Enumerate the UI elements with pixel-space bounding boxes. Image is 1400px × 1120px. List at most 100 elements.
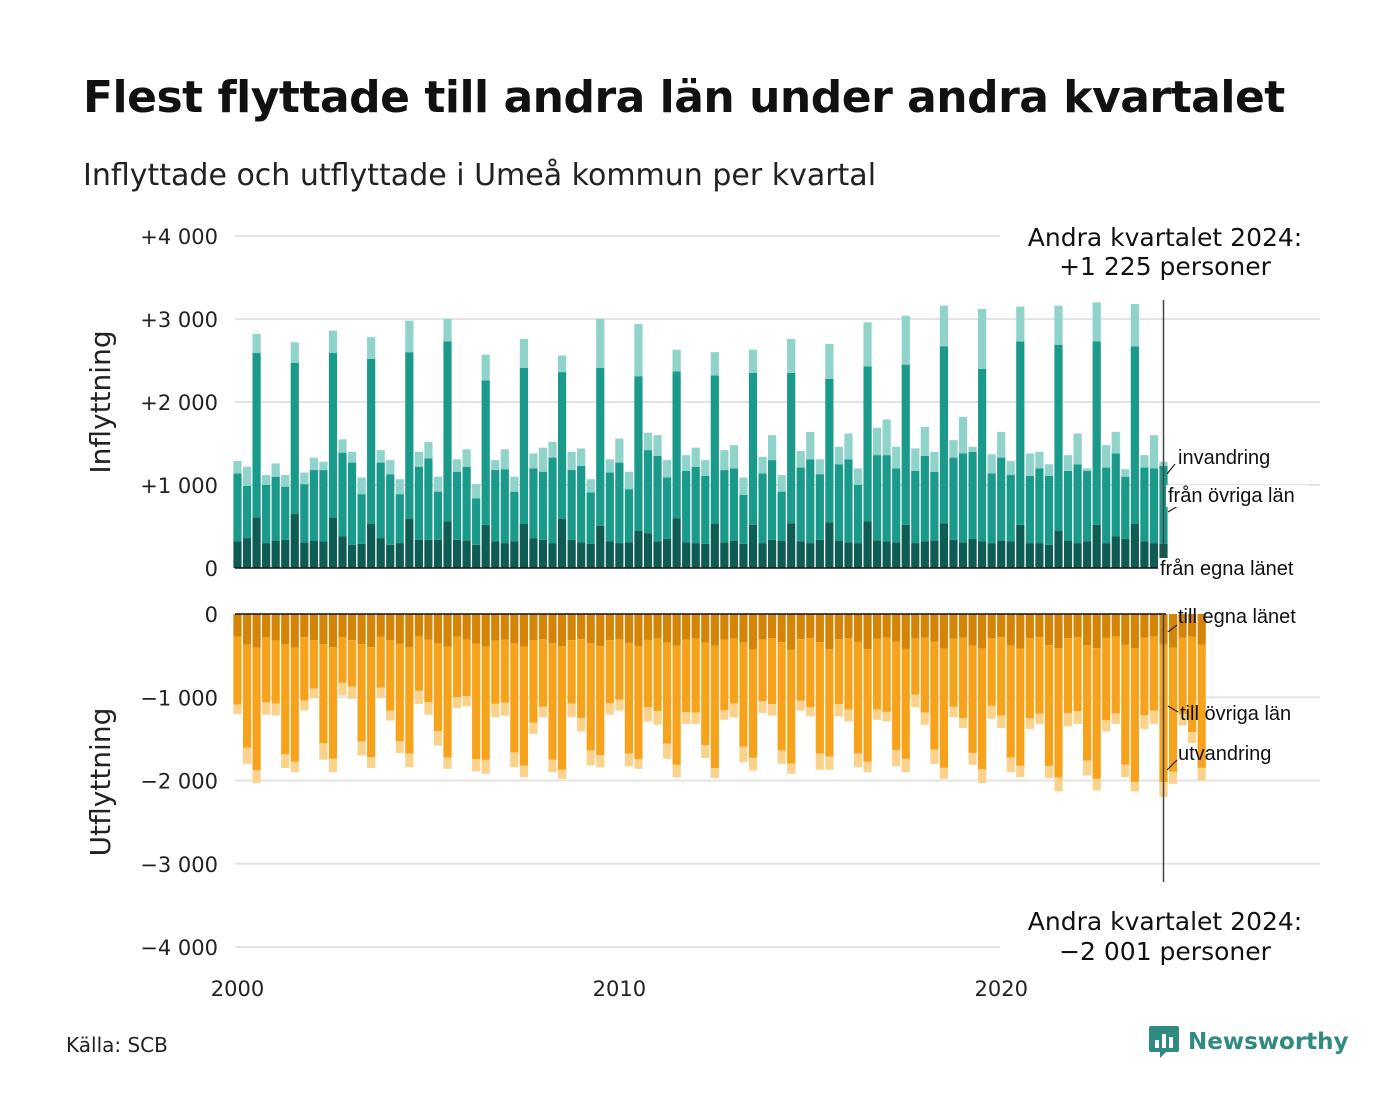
bar-in-other-counties xyxy=(892,468,901,543)
bar-in-own-county xyxy=(347,544,357,568)
bar-out-emigration xyxy=(1083,760,1092,776)
bar-in-other-counties xyxy=(1044,475,1054,545)
bar-out-own-county xyxy=(643,614,653,640)
leader-line-bottom xyxy=(1167,624,1178,633)
bar-out-emigration xyxy=(643,707,653,722)
bar-out-own-county xyxy=(863,614,872,650)
bar-out-own-county xyxy=(605,614,614,641)
bar-out-emigration xyxy=(596,755,605,768)
bar-in-immigration xyxy=(338,439,347,453)
bar-in-immigration xyxy=(1102,445,1111,468)
bar-out-emigration xyxy=(834,703,844,717)
bar-in-other-counties xyxy=(825,378,834,523)
bar-in-immigration xyxy=(911,448,920,471)
bar-in-immigration xyxy=(939,305,949,347)
bar-in-other-counties xyxy=(1016,341,1025,525)
bar-out-own-county xyxy=(1063,614,1073,639)
bar-out-emigration xyxy=(281,754,290,769)
bar-in-other-counties xyxy=(357,494,366,544)
bar-out-emigration xyxy=(691,712,700,724)
bar-in-own-county xyxy=(920,541,929,568)
leader-line-bottom xyxy=(1167,705,1179,713)
bar-in-own-county xyxy=(1054,530,1063,568)
bar-in-other-counties xyxy=(815,474,824,540)
series-label-bottom: utvandring xyxy=(1178,743,1271,765)
bar-out-emigration xyxy=(424,702,433,715)
bar-out-other-counties xyxy=(873,638,882,710)
bar-in-other-counties xyxy=(319,470,328,542)
bar-out-other-counties xyxy=(1092,648,1101,779)
bar-out-other-counties xyxy=(271,640,280,704)
bar-out-own-county xyxy=(682,614,691,640)
bar-in-own-county xyxy=(958,542,968,568)
bar-in-other-counties xyxy=(882,455,891,542)
bar-out-own-county xyxy=(548,614,557,644)
y-tick-label-bottom: −3 000 xyxy=(140,853,218,877)
bar-out-emigration xyxy=(405,753,414,768)
bar-out-own-county xyxy=(1168,614,1178,648)
bar-out-own-county xyxy=(882,614,891,638)
bar-in-immigration xyxy=(538,447,548,472)
bar-in-immigration xyxy=(300,472,309,485)
bar-in-own-county xyxy=(271,540,280,568)
bar-out-emigration xyxy=(300,700,309,711)
bar-out-emigration xyxy=(853,753,863,768)
bar-out-other-counties xyxy=(605,640,614,704)
bar-in-immigration xyxy=(634,323,643,377)
bar-in-immigration xyxy=(328,330,338,354)
bar-out-emigration xyxy=(290,761,299,773)
bar-out-own-county xyxy=(1197,614,1206,645)
bar-in-own-county xyxy=(500,543,509,568)
bar-in-own-county xyxy=(395,543,404,568)
bar-out-own-county xyxy=(567,614,576,641)
bar-out-own-county xyxy=(433,614,443,644)
bar-out-own-county xyxy=(901,614,910,649)
bar-in-immigration xyxy=(729,445,739,469)
y-tick-label-bottom: 0 xyxy=(205,603,218,627)
bar-out-emigration xyxy=(1054,777,1063,792)
bar-in-own-county xyxy=(825,522,834,568)
bar-in-other-counties xyxy=(672,371,681,519)
bar-out-other-counties xyxy=(414,636,423,691)
bar-out-own-county xyxy=(452,614,462,637)
chart-title: Flest flyttade till andra län under andr… xyxy=(83,72,1285,123)
bar-in-immigration xyxy=(529,453,538,469)
bar-out-emigration xyxy=(577,718,586,732)
bar-in-other-counties xyxy=(662,477,672,539)
bar-out-own-county xyxy=(662,614,672,643)
bar-out-own-county xyxy=(1111,614,1120,637)
bar-in-immigration xyxy=(1130,304,1139,347)
bar-out-other-counties xyxy=(548,643,557,760)
bar-out-emigration xyxy=(911,694,920,708)
y-tick-label-top: +1 000 xyxy=(140,474,218,498)
bar-out-other-counties xyxy=(767,638,777,705)
bar-out-emigration xyxy=(615,699,624,711)
bar-out-emigration xyxy=(739,746,748,763)
bar-out-other-counties xyxy=(491,640,500,704)
bar-out-other-counties xyxy=(395,643,404,742)
bar-out-emigration xyxy=(1130,781,1139,792)
bar-in-immigration xyxy=(758,456,767,474)
bar-in-own-county xyxy=(1035,543,1044,568)
bar-out-other-counties xyxy=(863,649,872,762)
bar-out-own-county xyxy=(510,614,519,644)
bar-out-own-county xyxy=(949,614,958,639)
y-tick-label-bottom: −4 000 xyxy=(140,936,218,960)
bar-in-other-counties xyxy=(758,473,767,544)
bar-in-other-counties xyxy=(729,468,739,541)
bar-in-other-counties xyxy=(1063,470,1073,541)
bar-out-emigration xyxy=(1035,713,1044,724)
bar-in-own-county xyxy=(1006,541,1015,568)
bar-out-own-county xyxy=(405,614,414,647)
bar-in-other-counties xyxy=(739,494,748,544)
bar-out-emigration xyxy=(939,767,949,779)
bar-in-other-counties xyxy=(1006,475,1015,542)
annotation-top-line2: +1 225 personer xyxy=(1059,252,1272,281)
bar-in-own-county xyxy=(1092,524,1101,568)
bar-out-own-county xyxy=(577,614,586,640)
bar-out-own-county xyxy=(748,614,758,650)
bar-out-own-county xyxy=(252,614,261,648)
bar-out-own-county xyxy=(834,614,844,640)
series-label-bg-top xyxy=(1166,485,1308,507)
bar-in-immigration xyxy=(844,433,853,460)
